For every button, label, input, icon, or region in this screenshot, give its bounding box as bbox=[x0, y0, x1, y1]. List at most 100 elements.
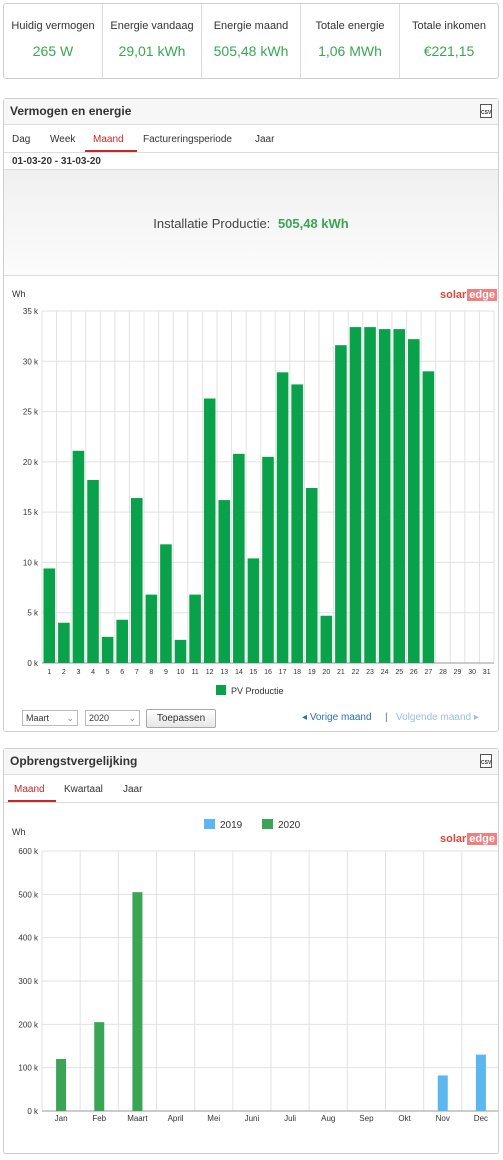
panel-title-text: Vermogen en energie bbox=[10, 104, 132, 118]
x-tick-label: 5 bbox=[106, 669, 110, 676]
x-tick-label: 26 bbox=[410, 669, 418, 676]
y-tick-label: 100 k bbox=[18, 1064, 39, 1073]
legend-swatch bbox=[216, 685, 226, 695]
csv-icon[interactable]: CSV bbox=[480, 104, 492, 118]
panel-title-text: Opbrengstvergelijking bbox=[10, 754, 138, 768]
x-tick-label: Juli bbox=[284, 1114, 296, 1123]
yield-comparison-chart: Wh 0 k 100 k 200 k 300 k 400 k 500 k 600 k Jan Fe… bbox=[12, 819, 498, 1123]
x-tick-label: Sep bbox=[359, 1114, 374, 1123]
bar-day-8 bbox=[145, 594, 158, 663]
bar-day-16 bbox=[262, 456, 274, 663]
x-tick-label: 4 bbox=[91, 669, 95, 676]
tab-month[interactable]: Maand bbox=[93, 134, 124, 145]
kpi-total-energy: Totale energie 1,06 MWh bbox=[301, 4, 400, 78]
y-tick-label: 300 k bbox=[18, 977, 39, 986]
x-tick-label: Nov bbox=[436, 1114, 450, 1123]
x-tick-label: 12 bbox=[206, 669, 214, 676]
bar-day-2 bbox=[58, 622, 70, 663]
yield-comparison-panel: Opbrengstvergelijking CSV Maand Kwartaal… bbox=[3, 748, 499, 1154]
legend-swatch bbox=[262, 819, 273, 829]
x-tick-label: 11 bbox=[191, 669, 198, 676]
kpi-label: Energie maand bbox=[213, 20, 289, 32]
x-tick-label: 29 bbox=[454, 669, 462, 676]
period-tabs: Dag Week Maand Factureringsperiode Jaar bbox=[4, 125, 498, 153]
kpi-label: Totale inkomen bbox=[412, 20, 486, 32]
kpi-value: 29,01 kWh bbox=[118, 43, 186, 59]
active-tab-underline bbox=[85, 150, 137, 152]
production-label: Installatie Productie: bbox=[153, 216, 271, 231]
kpi-value: 265 W bbox=[32, 43, 74, 59]
x-tick-label: 20 bbox=[322, 669, 330, 676]
next-month-link[interactable]: Volgende maand ▸ bbox=[396, 712, 479, 723]
bar-day-15 bbox=[247, 558, 260, 663]
separator: | bbox=[385, 712, 388, 723]
bar-2020-Maart bbox=[132, 892, 143, 1111]
bar-day-6 bbox=[116, 619, 128, 663]
bar-2019-Nov bbox=[437, 1075, 448, 1111]
kpi-label: Huidig vermogen bbox=[11, 20, 95, 32]
tab-year[interactable]: Jaar bbox=[255, 134, 275, 145]
bar-day-11 bbox=[189, 594, 201, 663]
bar-day-17 bbox=[276, 372, 289, 663]
y-tick-label: 400 k bbox=[18, 934, 39, 943]
bar-day-5 bbox=[101, 636, 114, 663]
bar-day-1 bbox=[43, 568, 56, 663]
legend-swatch bbox=[204, 819, 215, 829]
y-tick-label: 10 k bbox=[23, 558, 39, 567]
chevron-down-icon: ⌄ bbox=[128, 713, 136, 723]
kpi-label: Energie vandaag bbox=[110, 20, 194, 32]
x-tick-label: Mei bbox=[207, 1114, 220, 1123]
bar-2020-Feb bbox=[94, 1022, 105, 1111]
bar-day-27 bbox=[422, 371, 435, 663]
x-tick-label: 2 bbox=[62, 669, 66, 676]
y-tick-label: 0 k bbox=[27, 659, 39, 668]
bar-2020-Jan bbox=[56, 1059, 67, 1111]
apply-button[interactable]: Toepassen bbox=[146, 709, 216, 728]
x-tick-label: 16 bbox=[264, 669, 272, 676]
bar-day-18 bbox=[291, 384, 303, 663]
x-tick-label: 18 bbox=[293, 669, 301, 676]
x-tick-label: 19 bbox=[308, 669, 316, 676]
solaredge-logo: solar edge bbox=[440, 833, 497, 845]
bar-day-3 bbox=[72, 450, 85, 663]
csv-icon[interactable]: CSV bbox=[480, 754, 492, 768]
bar-day-7 bbox=[130, 498, 143, 663]
kpi-total-income: Totale inkomen €221,15 bbox=[400, 4, 498, 78]
x-tick-label: Dec bbox=[474, 1114, 488, 1123]
x-tick-label: 8 bbox=[149, 669, 153, 676]
x-tick-label: 22 bbox=[352, 669, 360, 676]
y-tick-label: 500 k bbox=[18, 890, 39, 899]
prev-month-link[interactable]: ◂ Vorige maand bbox=[302, 712, 372, 723]
y-tick-label: 15 k bbox=[23, 508, 39, 517]
bar-day-14 bbox=[233, 453, 245, 663]
y-tick-label: 5 k bbox=[27, 609, 39, 618]
kpi-energy-month: Energie maand 505,48 kWh bbox=[202, 4, 301, 78]
x-tick-label: April bbox=[168, 1114, 184, 1123]
tab-week[interactable]: Week bbox=[50, 134, 76, 145]
kpi-value: 1,06 MWh bbox=[318, 43, 382, 59]
tab-month[interactable]: Maand bbox=[14, 784, 45, 795]
x-tick-label: 1 bbox=[47, 669, 51, 676]
y-axis-label: Wh bbox=[12, 827, 26, 837]
year-select[interactable]: 2020 ⌄ bbox=[85, 710, 140, 726]
tab-billing-period[interactable]: Factureringsperiode bbox=[143, 134, 232, 145]
active-tab-underline bbox=[8, 800, 56, 802]
x-tick-label: Feb bbox=[92, 1114, 106, 1123]
bar-day-25 bbox=[393, 329, 406, 663]
x-tick-label: Okt bbox=[398, 1114, 411, 1123]
x-tick-label: 9 bbox=[164, 669, 168, 676]
x-tick-label: 24 bbox=[381, 669, 389, 676]
bar-day-23 bbox=[364, 327, 376, 663]
bar-day-19 bbox=[305, 488, 318, 663]
tab-day[interactable]: Dag bbox=[12, 134, 31, 145]
month-select[interactable]: Maart ⌄ bbox=[22, 710, 78, 726]
chevron-right-icon: ▸ bbox=[471, 712, 479, 723]
tab-year[interactable]: Jaar bbox=[123, 784, 143, 795]
tab-quarter[interactable]: Kwartaal bbox=[64, 784, 103, 795]
bar-day-24 bbox=[378, 329, 391, 663]
bar-day-10 bbox=[174, 639, 187, 663]
kpi-value: €221,15 bbox=[423, 43, 475, 59]
x-tick-label: 10 bbox=[177, 669, 185, 676]
panel-title: Opbrengstvergelijking CSV bbox=[4, 749, 498, 775]
y-tick-label: 25 k bbox=[23, 408, 39, 417]
